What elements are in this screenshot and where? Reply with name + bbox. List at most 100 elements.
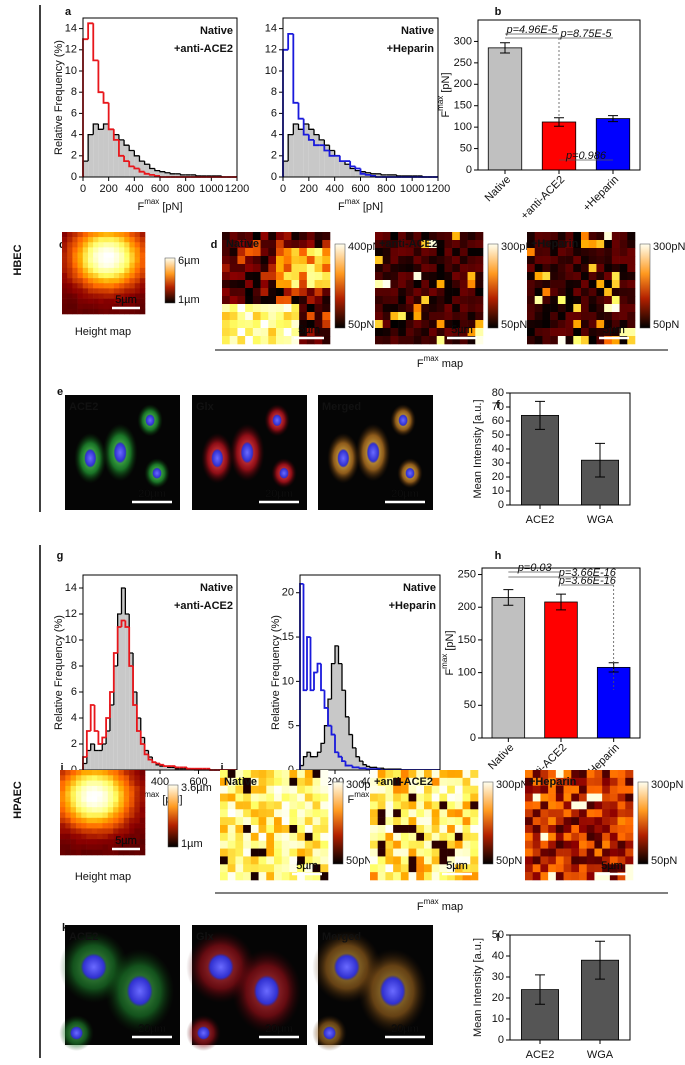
hist-step [365, 764, 370, 768]
map-cell [82, 283, 89, 289]
map-cell [102, 801, 109, 808]
map-cell [289, 793, 298, 802]
map-cell [77, 293, 84, 299]
map-cell [124, 288, 130, 294]
y-tick-label: 6 [71, 686, 77, 698]
x-tick-label: ACE2 [526, 1049, 555, 1061]
map-cell [93, 247, 99, 253]
map-cell [393, 864, 402, 873]
map-cell [123, 833, 130, 840]
map-cell [81, 780, 87, 787]
map-cell [565, 296, 574, 305]
map-cell [609, 864, 618, 873]
map-cell [77, 237, 84, 243]
map-cell [86, 844, 93, 850]
map-cell [119, 293, 125, 299]
y-tick-label: 0 [288, 764, 294, 776]
annotation: p=4.96E-5 [505, 24, 558, 36]
map-cell [67, 298, 73, 305]
colorbar [167, 784, 179, 848]
map-cell [306, 248, 315, 257]
map-cell [266, 793, 275, 802]
hist-step [318, 134, 325, 141]
map-cell [436, 288, 445, 297]
hist-step [143, 744, 149, 756]
map-cell [108, 283, 115, 289]
map-cell [586, 832, 595, 842]
map-cell [475, 320, 484, 329]
map-cell [306, 264, 315, 273]
map-cell [129, 817, 135, 824]
colorbar-max: 300pN [653, 241, 685, 253]
hist-step [174, 766, 180, 769]
nucleus [398, 414, 408, 427]
map-cell [619, 248, 628, 257]
image-title: Glx [196, 931, 215, 943]
map-cell [276, 232, 285, 241]
map-cell [542, 304, 551, 313]
map-cell [227, 840, 236, 849]
map-cell [454, 770, 463, 779]
error-bar [595, 940, 605, 980]
map-cell [220, 848, 229, 857]
map-cell [581, 280, 590, 289]
map-cell [281, 785, 290, 794]
map-cell [393, 777, 402, 787]
map-cell [467, 288, 476, 297]
map-cell [81, 770, 87, 776]
map-cell [108, 267, 115, 274]
hist-step [292, 123, 299, 135]
map-cell [609, 848, 618, 857]
map-cell [229, 320, 238, 329]
map-cell [563, 801, 572, 810]
y-tick-label: 0 [271, 171, 277, 183]
map-cell [382, 256, 391, 265]
force-map [222, 232, 331, 345]
map-cell [447, 856, 456, 865]
map-cell [594, 840, 603, 849]
colorbar-max: 400pN [348, 241, 380, 253]
map-cell [75, 828, 82, 835]
map-cell [581, 320, 590, 329]
map-cell [400, 864, 409, 873]
map-cell [102, 775, 109, 781]
map-cell [312, 832, 321, 842]
map-cell [444, 296, 453, 305]
hist-bar [134, 155, 140, 177]
map-cell [586, 777, 595, 787]
map-cell [291, 264, 300, 273]
map-cell [459, 272, 468, 281]
map-cell [385, 864, 394, 873]
map-cell [571, 832, 580, 842]
map-cell [306, 304, 315, 313]
map-cell [382, 328, 391, 337]
map-cell [470, 848, 479, 857]
map-cell [113, 252, 120, 258]
colorbar-max: 3.6µm [181, 782, 212, 794]
map-cell [108, 242, 115, 248]
map-cell [470, 856, 479, 865]
y-tick-label: 4 [71, 712, 77, 724]
map-cell [588, 232, 597, 241]
y-tick-label: 50 [492, 929, 504, 941]
map-cell [532, 785, 541, 794]
map-cell [462, 770, 471, 779]
map-cell [588, 248, 597, 257]
map-cell [627, 304, 636, 313]
map-cell [134, 785, 140, 792]
map-cell [540, 817, 549, 826]
map-cell [245, 328, 254, 337]
map-cell [260, 312, 269, 321]
map-cell [573, 256, 582, 265]
map-cell [447, 809, 456, 818]
map-cell [565, 312, 574, 321]
map-cell [413, 240, 422, 249]
map-cell [67, 288, 73, 294]
map-cell [382, 232, 391, 241]
map-cell [118, 833, 125, 840]
map-cell [299, 336, 308, 345]
hist-step [102, 123, 109, 130]
map-cell [439, 856, 448, 865]
map-cell [86, 796, 93, 803]
